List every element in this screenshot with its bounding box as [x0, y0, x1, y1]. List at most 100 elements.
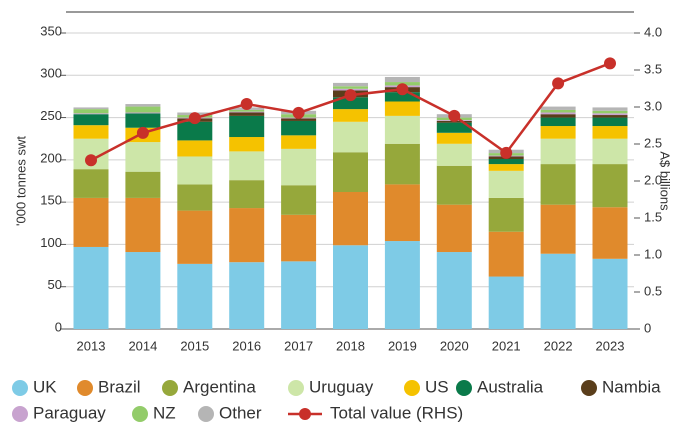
line-point [85, 154, 97, 167]
bar-segment [592, 110, 628, 114]
x-tick-label: 2013 [77, 338, 106, 353]
bar-segment [73, 109, 109, 114]
bar-segment [540, 106, 576, 110]
bar-segment [177, 210, 213, 264]
x-tick-label: 2014 [128, 338, 157, 353]
legend-label: Total value (RHS) [330, 403, 463, 422]
bar-segment [125, 106, 161, 113]
x-tick-label: 2020 [440, 338, 469, 353]
legend-label: Other [219, 403, 262, 422]
x-tick-label: 2019 [388, 338, 417, 353]
bar-segment [592, 126, 628, 139]
bar-segment [488, 164, 524, 171]
bar-segment [436, 165, 472, 205]
line-point [396, 83, 409, 96]
bar-segment [177, 140, 213, 157]
bar-segment [229, 111, 265, 113]
y2-tick-label: 0.5 [644, 283, 662, 298]
y2-tick-label: 2.5 [644, 135, 662, 150]
legend-label: Argentina [183, 377, 256, 396]
legend-marker [456, 380, 472, 396]
bar-segment [540, 109, 576, 113]
bar-segment [281, 148, 317, 186]
bar-segment [333, 86, 368, 89]
bar-segment [73, 246, 109, 329]
bar-segment [540, 138, 576, 165]
line-point [344, 89, 357, 102]
bar-segment [488, 276, 524, 329]
bar-segment [73, 169, 109, 198]
line-point [604, 57, 616, 70]
legend-marker [12, 406, 28, 422]
line-point [448, 109, 461, 122]
bar-segment [73, 113, 109, 115]
legend-marker [299, 408, 311, 420]
y-tick-label: 200 [40, 150, 62, 165]
bar-segment [384, 241, 420, 329]
bar-segment [384, 76, 420, 83]
legend-marker [162, 380, 178, 396]
bar-segment [333, 109, 368, 122]
legend-label: UK [33, 377, 57, 396]
y2-tick-label: 3.0 [644, 98, 662, 113]
legend-label: Paraguay [33, 403, 106, 422]
x-tick-label: 2018 [336, 338, 365, 353]
y-tick-label: 300 [40, 66, 62, 81]
bar-segment [73, 125, 109, 139]
bar-segment [125, 113, 161, 128]
legend-label: Brazil [98, 377, 141, 396]
bar-segment [488, 231, 524, 277]
y2-tick-label: 2.0 [644, 172, 662, 187]
bar-segment [229, 137, 265, 152]
bar-segment [436, 132, 472, 144]
bar-segment [384, 115, 420, 144]
y2-tick-label: 3.5 [644, 61, 662, 76]
bar-segment [125, 252, 161, 329]
y-tick-label: 100 [40, 235, 62, 250]
bar-segment [436, 252, 472, 329]
bar-segment [333, 191, 368, 246]
bar-segment [281, 118, 317, 121]
bar-segment [125, 171, 161, 198]
legend-label: Nambia [602, 377, 661, 396]
legend-marker [12, 380, 28, 396]
y2-tick-label: 1.5 [644, 209, 662, 224]
bar-segment [229, 115, 265, 138]
bar-segment [592, 117, 628, 127]
y-tick-label: 150 [40, 193, 62, 208]
bar-segment [73, 107, 109, 110]
bar-segment [384, 184, 420, 242]
bar-segment [229, 151, 265, 181]
x-tick-label: 2022 [544, 338, 573, 353]
bar-segment [540, 253, 576, 329]
y2-axis-label: A$ billions [658, 151, 673, 211]
bar-segment [384, 143, 420, 185]
bar-segment [281, 135, 317, 149]
line-point [136, 126, 149, 139]
bar-segment [177, 263, 213, 329]
bar-segment [540, 114, 576, 118]
y2-tick-label: 1.0 [644, 246, 662, 261]
y2-tick-label: 4.0 [644, 24, 662, 39]
bar-segment [281, 214, 317, 262]
x-tick-label: 2023 [596, 338, 625, 353]
y-tick-label: 0 [55, 319, 62, 334]
bar-segment [125, 142, 161, 172]
bar-segment [384, 101, 420, 116]
line-point [240, 98, 253, 111]
bar-segment [125, 197, 161, 253]
bar-segment [488, 197, 524, 232]
bar-segment [73, 114, 109, 126]
bar-segment [229, 112, 265, 116]
bar-segment [333, 97, 368, 110]
bar-segment [436, 122, 472, 133]
bar-segment [592, 113, 628, 116]
bar-segment [73, 197, 109, 247]
bar-segment [436, 143, 472, 166]
bar-segment [488, 170, 524, 198]
bar-segment [592, 164, 628, 208]
bar-segment [592, 207, 628, 259]
legend-marker [288, 380, 304, 396]
bar-segment [177, 156, 213, 185]
bar-segment [540, 126, 576, 139]
